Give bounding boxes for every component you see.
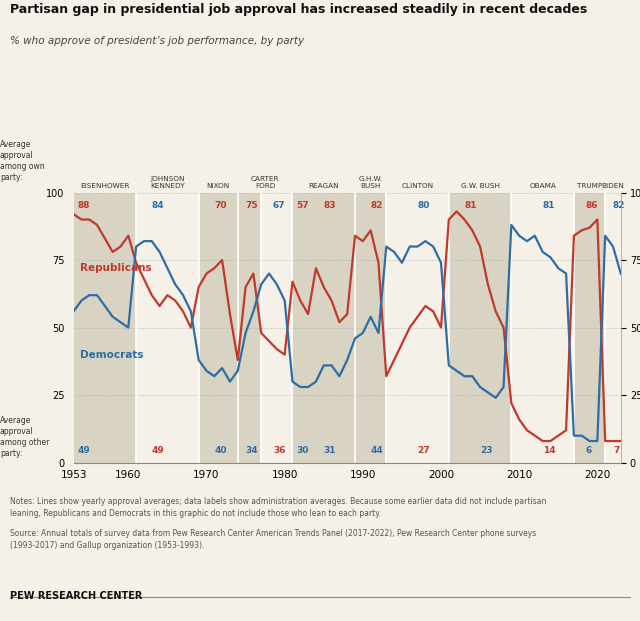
Text: Average
approval
among own
party:: Average approval among own party: [0, 140, 45, 182]
Text: 81: 81 [543, 201, 555, 210]
Text: 30: 30 [296, 445, 308, 455]
Bar [261, 193, 292, 463]
Bar [198, 193, 237, 463]
Text: 70: 70 [214, 201, 227, 210]
Bar [387, 193, 449, 463]
Text: 57: 57 [296, 201, 309, 210]
Text: JOHNSON
KENNEDY: JOHNSON KENNEDY [150, 176, 185, 189]
Text: 40: 40 [214, 445, 227, 455]
Text: 67: 67 [273, 201, 285, 210]
Text: 82: 82 [371, 201, 383, 210]
Bar [511, 193, 574, 463]
Text: 49: 49 [77, 445, 90, 455]
Text: NIXON: NIXON [207, 183, 230, 189]
Text: 86: 86 [586, 201, 598, 210]
Text: 6: 6 [586, 445, 592, 455]
Bar [355, 193, 387, 463]
Bar [605, 193, 621, 463]
Text: 83: 83 [324, 201, 336, 210]
Bar [574, 193, 605, 463]
Text: G.W. BUSH: G.W. BUSH [461, 183, 500, 189]
Text: 49: 49 [152, 445, 164, 455]
Text: 36: 36 [273, 445, 285, 455]
Text: Republicans: Republicans [80, 263, 152, 273]
Text: 34: 34 [246, 445, 258, 455]
Text: 14: 14 [543, 445, 556, 455]
Bar [238, 193, 261, 463]
Text: 27: 27 [417, 445, 430, 455]
Text: OBAMA: OBAMA [529, 183, 556, 189]
Text: 44: 44 [371, 445, 383, 455]
Text: TRUMP: TRUMP [577, 183, 602, 189]
Text: Democrats: Democrats [80, 350, 143, 360]
Text: 82: 82 [613, 201, 625, 210]
Text: Partisan gap in presidential job approval has increased steadily in recent decad: Partisan gap in presidential job approva… [10, 3, 587, 16]
Bar [292, 193, 355, 463]
Bar [449, 193, 511, 463]
Text: 84: 84 [152, 201, 164, 210]
Text: REAGAN: REAGAN [308, 183, 339, 189]
Text: Source: Annual totals of survey data from Pew Research Center American Trends Pa: Source: Annual totals of survey data fro… [10, 529, 536, 550]
Text: Average
approval
among other
party:: Average approval among other party: [0, 416, 49, 458]
Text: 81: 81 [465, 201, 477, 210]
Text: G.H.W.
BUSH: G.H.W. BUSH [358, 176, 383, 189]
Bar [136, 193, 198, 463]
Text: CLINTON: CLINTON [401, 183, 434, 189]
Text: 31: 31 [324, 445, 336, 455]
Text: 88: 88 [77, 201, 90, 210]
Text: 7: 7 [613, 445, 620, 455]
Text: 80: 80 [417, 201, 430, 210]
Text: CARTER
FORD: CARTER FORD [251, 176, 280, 189]
Text: EISENHOWER: EISENHOWER [80, 183, 129, 189]
Text: 23: 23 [480, 445, 493, 455]
Text: % who approve of president’s job performance, by party: % who approve of president’s job perform… [10, 36, 304, 46]
Bar [74, 193, 136, 463]
Text: PEW RESEARCH CENTER: PEW RESEARCH CENTER [10, 591, 142, 601]
Text: BIDEN: BIDEN [602, 183, 625, 189]
Text: 75: 75 [246, 201, 258, 210]
Text: Notes: Lines show yearly approval averages; data labels show administration aver: Notes: Lines show yearly approval averag… [10, 497, 546, 517]
